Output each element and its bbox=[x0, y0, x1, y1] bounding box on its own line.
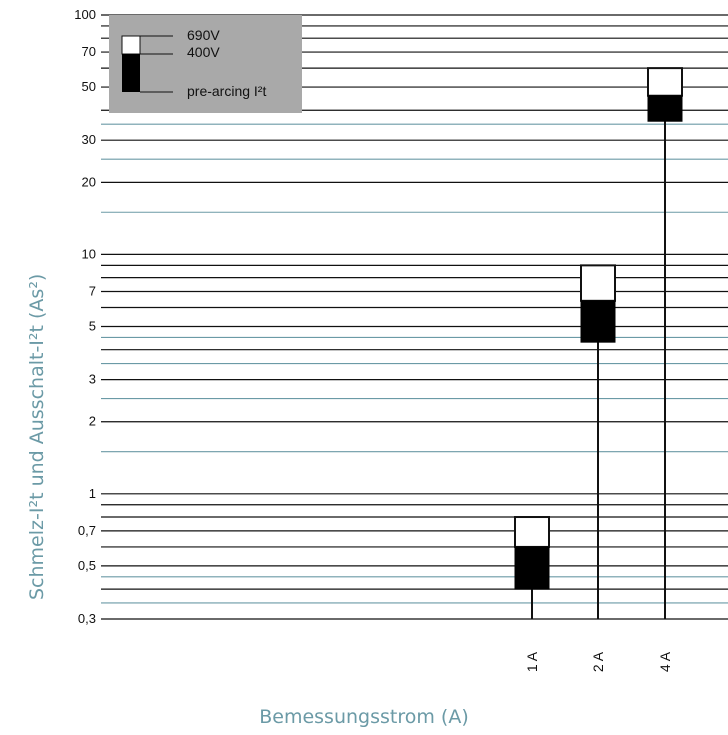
bars bbox=[514, 67, 683, 619]
y-tick-label: 70 bbox=[82, 44, 96, 59]
x-axis-title: Bemessungsstrom (A) bbox=[259, 706, 469, 728]
y-tick-label: 0,5 bbox=[78, 558, 96, 573]
x-category-label: 2 A bbox=[590, 651, 606, 672]
bar-400v bbox=[580, 300, 616, 343]
bar-690v bbox=[647, 67, 683, 97]
legend: 690V 400V pre-arcing I²t bbox=[109, 15, 302, 113]
y-tick-label: 5 bbox=[89, 318, 96, 333]
y-tick-label: 0,7 bbox=[78, 523, 96, 538]
legend-label-pre-arcing: pre-arcing I²t bbox=[187, 83, 266, 99]
x-category-label: 1 A bbox=[524, 651, 540, 672]
y-tick-label: 30 bbox=[82, 132, 96, 147]
y-tick-label: 50 bbox=[82, 79, 96, 94]
bar-400v bbox=[647, 95, 683, 122]
y-tick-label: 1 bbox=[89, 486, 96, 501]
y-axis-title: Schmelz-I²t und Ausschalt-I²t (As²) bbox=[26, 273, 48, 600]
bar-690v bbox=[580, 264, 616, 302]
legend-swatch-400v bbox=[122, 54, 140, 92]
x-category-labels: 1 A 2 A 4 A bbox=[524, 651, 673, 672]
legend-label-690v: 690V bbox=[187, 27, 220, 43]
y-tick-label: 10 bbox=[82, 246, 96, 261]
y-tick-label: 20 bbox=[82, 174, 96, 189]
y-tick-label: 2 bbox=[89, 414, 96, 429]
y-tick-label: 100 bbox=[74, 7, 96, 22]
bar-400v bbox=[514, 546, 550, 590]
legend-background bbox=[109, 15, 302, 113]
x-category-label: 4 A bbox=[657, 651, 673, 672]
legend-swatch-690v bbox=[121, 35, 141, 55]
y-tick-labels: 100 70 50 30 20 10 7 5 3 2 1 0,7 0,5 0,3 bbox=[74, 7, 96, 626]
legend-label-400v: 400V bbox=[187, 44, 220, 60]
y-tick-label: 7 bbox=[89, 283, 96, 298]
y-tick-label: 0,3 bbox=[78, 611, 96, 626]
y-tick-label: 3 bbox=[89, 372, 96, 387]
bar-690v bbox=[514, 516, 550, 548]
